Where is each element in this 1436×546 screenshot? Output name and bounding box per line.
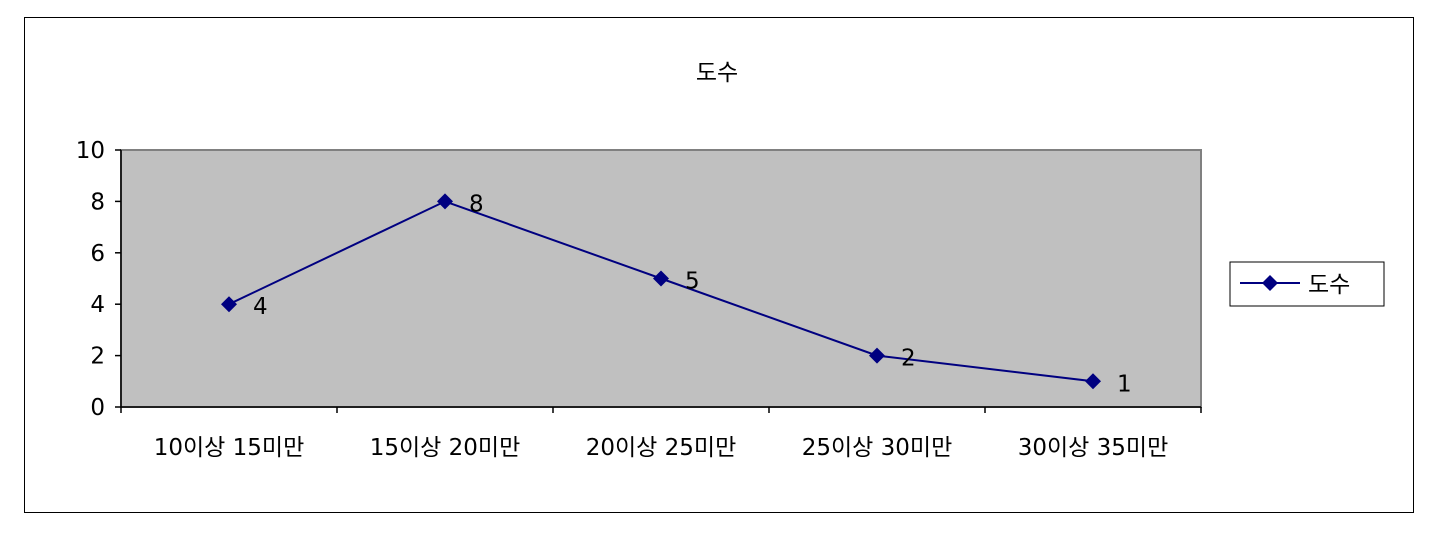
y-tick-label: 2 — [90, 344, 105, 370]
x-tick-label: 10이상 15미만 — [154, 435, 304, 461]
data-label: 5 — [685, 269, 700, 295]
series-layer: 4 8 5 2 1 — [221, 191, 1132, 397]
y-tick-label: 6 — [90, 241, 105, 267]
data-point-marker — [869, 347, 885, 364]
data-label: 8 — [469, 191, 484, 217]
data-label: 1 — [1117, 371, 1132, 397]
x-tick-label: 15이상 20미만 — [370, 435, 520, 461]
y-tick-label: 10 — [76, 138, 105, 164]
data-point-marker — [437, 193, 453, 210]
data-point-marker — [653, 270, 669, 287]
data-label: 4 — [253, 294, 268, 320]
y-tick-label: 8 — [90, 189, 105, 215]
legend-marker — [1262, 275, 1278, 291]
y-tick-label: 0 — [90, 395, 105, 421]
x-tick-label: 20이상 25미만 — [586, 435, 736, 461]
data-point-marker — [1085, 373, 1101, 390]
chart-title: 도수 — [696, 60, 738, 86]
x-tick-label: 25이상 30미만 — [802, 435, 952, 461]
data-point-marker — [221, 296, 237, 313]
x-axis: 10이상 15미만 15이상 20미만 20이상 25미만 25이상 30미만 30이상… — [120, 406, 1202, 461]
y-tick-label: 4 — [90, 292, 105, 318]
data-label: 2 — [901, 346, 916, 372]
legend-label: 도수 — [1308, 272, 1350, 298]
y-axis: 0 2 4 6 8 10 — [76, 138, 122, 421]
legend: 도수 — [1229, 261, 1385, 307]
x-tick-label: 30이상 35미만 — [1018, 435, 1168, 461]
